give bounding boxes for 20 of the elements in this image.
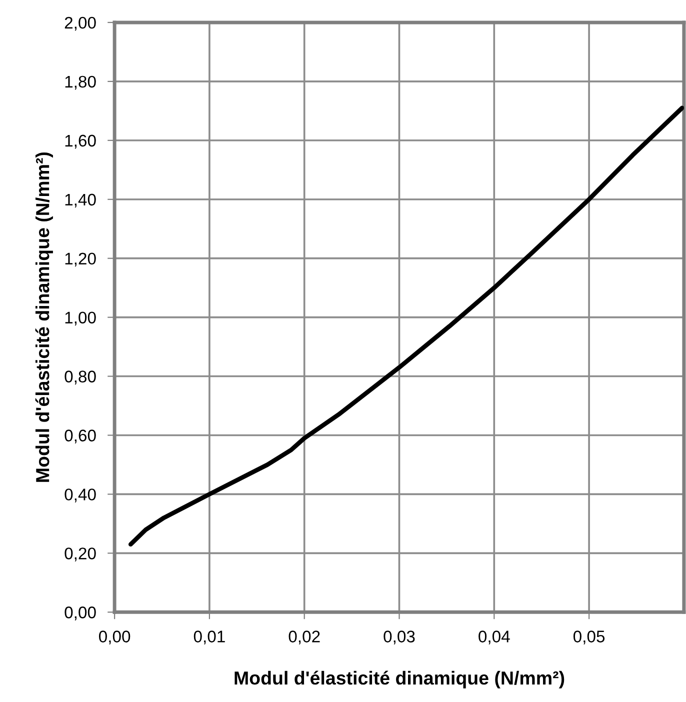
x-tick-label: 0,01 xyxy=(194,630,225,644)
x-tick-label: 0,02 xyxy=(288,630,320,644)
x-tick-label: 0,05 xyxy=(573,630,605,644)
y-tick-label: 2,00 xyxy=(64,16,96,31)
y-axis-title: Modul d'élasticité dinamique (N/mm²) xyxy=(35,152,53,482)
y-tick-label: 1,60 xyxy=(65,134,96,149)
y-tick-label: 0,00 xyxy=(64,606,96,620)
y-tick-label: 1,40 xyxy=(65,194,96,208)
line-series xyxy=(128,106,684,547)
y-tick-label: 1,00 xyxy=(65,312,96,326)
x-tick-label: 0,04 xyxy=(478,630,510,644)
x-axis-title: Modul d'élasticité dinamique (N/mm²) xyxy=(234,670,564,688)
x-tick-label: 0,00 xyxy=(98,630,130,644)
y-tick-label: 0,40 xyxy=(64,488,96,502)
y-tick-label: 0,60 xyxy=(64,430,96,444)
y-tick-label: 0,20 xyxy=(64,548,96,562)
x-tick-label: 0,03 xyxy=(384,630,415,644)
y-tick-label: 1,20 xyxy=(65,252,96,267)
y-tick-label: 1,80 xyxy=(65,76,96,90)
y-tick-label: 0,80 xyxy=(64,370,96,384)
